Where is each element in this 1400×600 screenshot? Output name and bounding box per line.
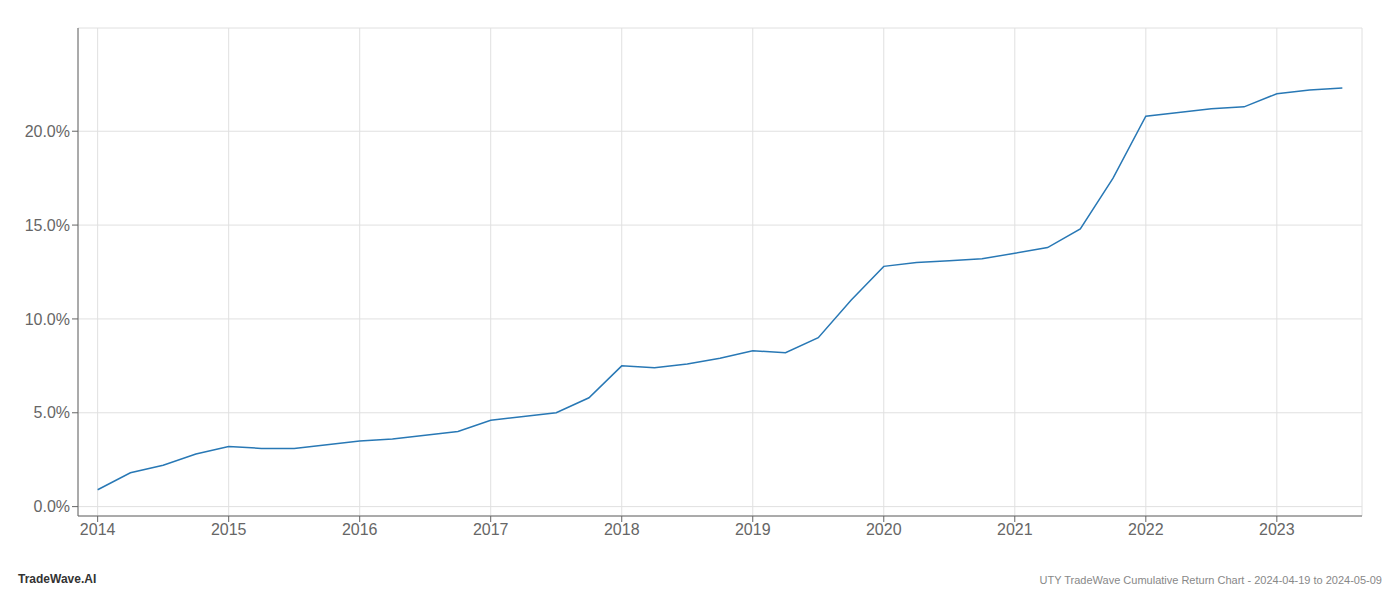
- svg-text:2016: 2016: [342, 521, 378, 538]
- html-text:TradeWave.AI: TradeWave.AI: [18, 572, 97, 586]
- svg-text:2015: 2015: [211, 521, 247, 538]
- svg-text:2020: 2020: [866, 521, 902, 538]
- svg-text:10.0%: 10.0%: [25, 311, 70, 328]
- svg-text:0.0%: 0.0%: [34, 498, 70, 515]
- svg-text:2019: 2019: [735, 521, 771, 538]
- svg-text:20.0%: 20.0%: [25, 123, 70, 140]
- svg-text:5.0%: 5.0%: [34, 404, 70, 421]
- svg-text:15.0%: 15.0%: [25, 217, 70, 234]
- svg-text:2014: 2014: [80, 521, 116, 538]
- svg-text:2018: 2018: [604, 521, 640, 538]
- svg-text:2022: 2022: [1128, 521, 1164, 538]
- html-text:UTY TradeWave Cumulative Retur: UTY TradeWave Cumulative Return Chart - …: [1039, 574, 1382, 586]
- svg-text:2023: 2023: [1259, 521, 1295, 538]
- svg-text:2017: 2017: [473, 521, 509, 538]
- svg-text:2021: 2021: [997, 521, 1033, 538]
